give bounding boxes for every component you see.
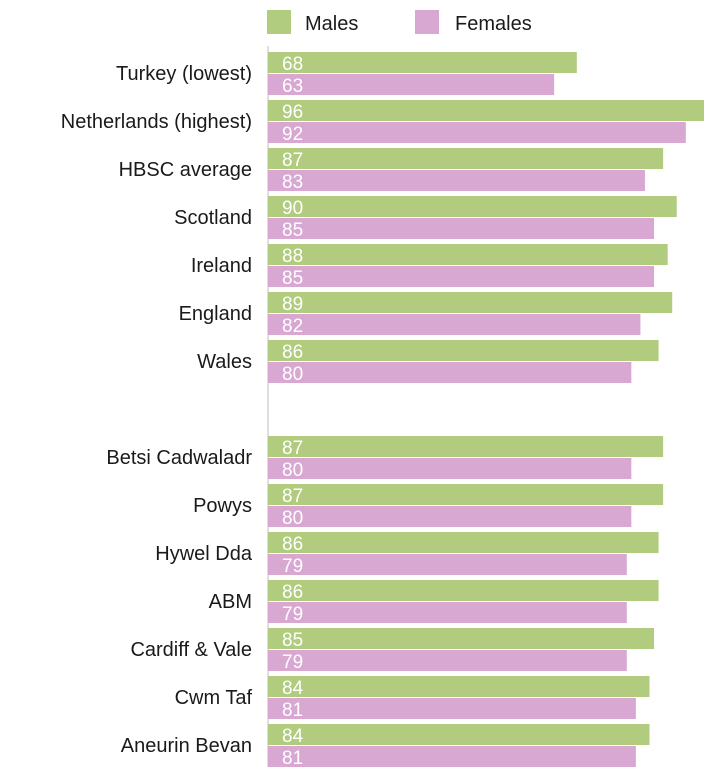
value-label-males-scotland: 90 xyxy=(282,198,303,219)
value-label-females-betsi-cadwaladr: 80 xyxy=(282,460,303,481)
legend: Males Females xyxy=(267,10,532,35)
value-label-males-hywel-dda: 86 xyxy=(282,534,303,555)
category-label-turkey-lowest: Turkey (lowest) xyxy=(116,63,252,85)
value-label-females-hbsc-average: 83 xyxy=(282,172,303,193)
value-label-males-aneurin-bevan: 84 xyxy=(282,726,304,747)
value-label-males-hbsc-average: 87 xyxy=(282,150,303,171)
legend-label-females: Females xyxy=(455,13,532,35)
bar-females-hywel-dda xyxy=(268,554,627,575)
category-label-ireland: Ireland xyxy=(191,255,252,277)
category-label-abm: ABM xyxy=(209,591,252,613)
category-label-hbsc-average: HBSC average xyxy=(119,159,252,181)
value-label-males-powys: 87 xyxy=(282,486,303,507)
bar-females-turkey-lowest xyxy=(268,74,555,95)
value-label-females-netherlands-highest: 92 xyxy=(282,124,303,145)
value-label-females-turkey-lowest: 63 xyxy=(282,76,303,97)
category-label-netherlands-highest: Netherlands (highest) xyxy=(61,111,252,133)
bar-females-betsi-cadwaladr xyxy=(268,458,632,479)
value-label-females-cwm-taf: 81 xyxy=(282,700,303,721)
value-label-males-turkey-lowest: 68 xyxy=(282,54,303,75)
bar-males-wales xyxy=(268,340,659,361)
bar-males-scotland xyxy=(268,196,677,217)
legend-swatch-males xyxy=(267,10,291,34)
category-label-scotland: Scotland xyxy=(174,207,252,229)
bar-males-betsi-cadwaladr xyxy=(268,436,664,457)
category-label-england: England xyxy=(179,303,252,325)
value-label-females-aneurin-bevan: 81 xyxy=(282,748,303,769)
value-label-males-cwm-taf: 84 xyxy=(282,678,304,699)
value-label-males-netherlands-highest: 96 xyxy=(282,102,303,123)
bar-females-aneurin-bevan xyxy=(268,746,636,767)
value-label-males-ireland: 88 xyxy=(282,246,303,267)
bar-females-abm xyxy=(268,602,627,623)
bar-females-netherlands-highest xyxy=(268,122,686,143)
bar-males-hbsc-average xyxy=(268,148,664,169)
bar-males-ireland xyxy=(268,244,668,265)
category-label-hywel-dda: Hywel Dda xyxy=(155,543,253,565)
value-label-females-scotland: 85 xyxy=(282,220,303,241)
bar-males-cwm-taf xyxy=(268,676,650,697)
value-label-females-abm: 79 xyxy=(282,604,303,625)
value-label-females-wales: 80 xyxy=(282,364,303,385)
bar-females-hbsc-average xyxy=(268,170,645,191)
category-label-cwm-taf: Cwm Taf xyxy=(175,687,253,709)
legend-label-males: Males xyxy=(305,13,358,35)
legend-swatch-females xyxy=(415,10,439,34)
bar-females-powys xyxy=(268,506,632,527)
value-label-females-ireland: 85 xyxy=(282,268,303,289)
value-label-males-england: 89 xyxy=(282,294,303,315)
category-label-wales: Wales xyxy=(197,351,252,373)
bar-females-ireland xyxy=(268,266,655,287)
value-label-males-abm: 86 xyxy=(282,582,303,603)
value-label-females-cardiff-vale: 79 xyxy=(282,652,303,673)
bar-males-cardiff-vale xyxy=(268,628,655,649)
category-label-aneurin-bevan: Aneurin Bevan xyxy=(121,735,252,757)
bar-males-netherlands-highest xyxy=(268,100,704,121)
bar-females-england xyxy=(268,314,641,335)
bar-males-abm xyxy=(268,580,659,601)
value-label-males-wales: 86 xyxy=(282,342,303,363)
value-label-males-betsi-cadwaladr: 87 xyxy=(282,438,303,459)
bar-females-cardiff-vale xyxy=(268,650,627,671)
value-label-females-hywel-dda: 79 xyxy=(282,556,303,577)
bar-females-wales xyxy=(268,362,632,383)
bar-females-cwm-taf xyxy=(268,698,636,719)
bar-males-powys xyxy=(268,484,664,505)
bar-males-hywel-dda xyxy=(268,532,659,553)
bar-males-turkey-lowest xyxy=(268,52,577,73)
category-label-cardiff-vale: Cardiff & Vale xyxy=(130,639,252,661)
value-label-females-powys: 80 xyxy=(282,508,303,529)
category-label-betsi-cadwaladr: Betsi Cadwaladr xyxy=(106,447,252,469)
bar-males-aneurin-bevan xyxy=(268,724,650,745)
bar-females-scotland xyxy=(268,218,655,239)
bar-males-england xyxy=(268,292,673,313)
value-label-females-england: 82 xyxy=(282,316,303,337)
category-label-powys: Powys xyxy=(193,495,252,517)
value-label-males-cardiff-vale: 85 xyxy=(282,630,303,651)
